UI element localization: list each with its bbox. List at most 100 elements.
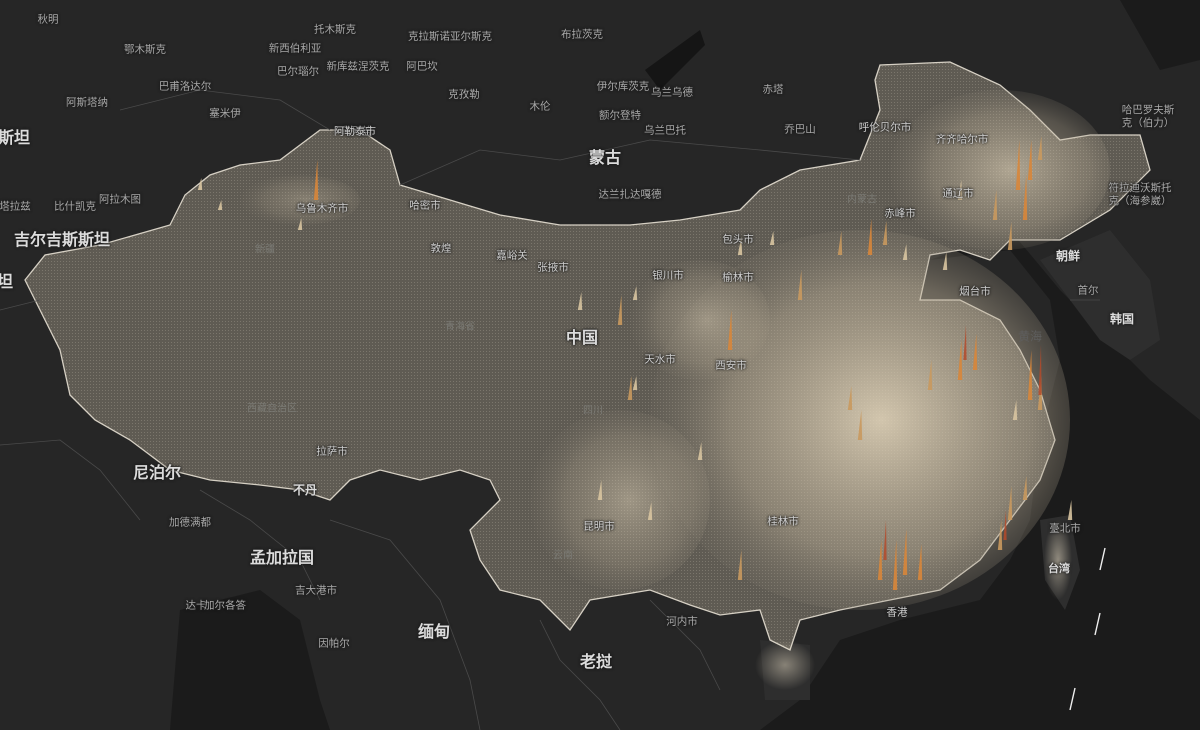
label-tyumen: 秋明 (37, 13, 59, 26)
label-taipei: 臺北市 (1049, 522, 1081, 535)
label-astana: 阿斯塔纳 (66, 96, 108, 109)
population-spike (297, 218, 303, 230)
population-spike (1015, 140, 1021, 190)
label-semey: 塞米伊 (209, 107, 241, 120)
label-bishkek: 比什凯克 (54, 200, 96, 213)
population-spike (1007, 486, 1013, 520)
label-kyzyl: 克孜勒 (448, 88, 480, 101)
population-spike (632, 286, 638, 300)
label-vladivostok: 符拉迪沃斯托 克（海参崴） (1108, 182, 1172, 207)
admin-borders (0, 89, 1100, 730)
label-tomsk: 托木斯克 (314, 23, 356, 36)
label-chita: 赤塔 (762, 83, 784, 96)
label-seoul: 首尔 (1077, 284, 1099, 297)
population-spike (1094, 612, 1101, 636)
label-irkutsk: 伊尔库茨克 (596, 80, 650, 93)
label-almaty: 阿拉木图 (99, 193, 141, 206)
label-xinjiang: 新疆 (255, 244, 275, 256)
label-kyrgyzstan: 吉尔吉斯斯坦 (13, 230, 111, 249)
population-spike (1022, 174, 1028, 220)
label-sichuan: 四川 (583, 405, 603, 417)
population-spike (837, 231, 843, 255)
label-taiwan: 台湾 (1048, 562, 1070, 575)
label-inner-mongolia: 内蒙古 (847, 194, 877, 206)
population-spike (992, 190, 998, 220)
label-urumqi: 乌鲁木齐市 (295, 202, 349, 215)
population-spike (1012, 400, 1018, 420)
label-myanmar: 缅甸 (417, 622, 451, 641)
label-pavlodar: 巴甫洛达尔 (158, 80, 212, 93)
population-spike (902, 529, 908, 575)
population-spike (797, 270, 803, 300)
population-spike (597, 480, 603, 500)
label-barnaul: 巴尔瑙尔 (277, 65, 319, 78)
population-spike (1099, 547, 1106, 571)
label-yinchuan: 银川市 (652, 269, 684, 282)
population-spike (1037, 136, 1043, 160)
population-spike (727, 310, 733, 350)
label-baotou: 包头市 (722, 233, 754, 246)
label-hulunbuir: 呼伦贝尔市 (858, 121, 912, 134)
label-abakan: 阿巴坎 (406, 60, 438, 73)
label-kunming: 昆明市 (583, 520, 615, 533)
label-taraz: 塔拉兹 (0, 200, 31, 213)
label-yellow-sea: 黄海 (1017, 329, 1043, 344)
population-spike (927, 360, 933, 390)
label-krasnoyarsk: 克拉斯诺亚尔斯克 (408, 30, 492, 43)
label-ulan-ude: 乌兰乌德 (651, 86, 693, 99)
population-spike (957, 180, 963, 200)
label-chifeng: 赤峰市 (884, 207, 916, 220)
label-hanoi: 河内市 (666, 615, 698, 628)
population-spike (1027, 140, 1033, 180)
label-novosibirsk: 新西伯利亚 (268, 42, 322, 55)
population-spike (847, 386, 853, 410)
population-spike (697, 442, 703, 460)
population-spike (217, 200, 223, 210)
label-bratsk: 布拉茨克 (561, 28, 603, 41)
label-kathmandu: 加德满都 (169, 516, 211, 529)
label-erdenet: 额尔登特 (599, 109, 641, 122)
label-dalanzadgad: 达兰扎达嘎德 (598, 188, 662, 201)
population-spike (1067, 500, 1073, 520)
label-hami: 哈密市 (409, 199, 441, 212)
population-spike (963, 325, 967, 360)
population-spike (892, 540, 898, 590)
population-spike (313, 160, 319, 200)
population-spike (737, 550, 743, 580)
label-bangladesh: 孟加拉国 (249, 548, 315, 567)
population-spike (632, 376, 638, 390)
label-tajik-partial: 坦 (0, 272, 14, 291)
label-yulin: 榆林市 (722, 271, 754, 284)
population-spike (917, 544, 923, 580)
label-xian: 西安市 (715, 359, 747, 372)
population-spike (883, 520, 887, 560)
population-spike (197, 178, 203, 190)
label-omsk: 鄂木斯克 (124, 43, 166, 56)
population-spike (647, 502, 653, 520)
population-spike (957, 340, 963, 380)
label-kolkata: 加尔各答 (204, 599, 246, 612)
label-imphal: 因帕尔 (318, 637, 350, 650)
label-nepal: 尼泊尔 (132, 463, 182, 482)
population-spike (1022, 476, 1028, 500)
population-spike (1038, 345, 1042, 395)
population-spikes (197, 136, 1106, 711)
label-lhasa: 拉萨市 (316, 445, 348, 458)
label-khabarovsk: 哈巴罗夫斯 克（伯力） (1121, 104, 1175, 129)
label-jiayuguan: 嘉峪关 (496, 249, 528, 262)
population-spike (942, 252, 948, 270)
population-spike (972, 334, 978, 370)
label-novokuznetsk: 新库兹涅茨克 (326, 60, 390, 73)
label-south-korea: 韩国 (1109, 312, 1135, 326)
label-moron: 木伦 (529, 100, 551, 113)
label-yantai: 烟台市 (959, 285, 991, 298)
label-dunhuang: 敦煌 (430, 242, 452, 255)
label-yunnan: 云南 (553, 550, 573, 562)
population-spike (882, 221, 888, 245)
label-choibalsan: 乔巴山 (784, 123, 816, 136)
population-spike (617, 295, 623, 325)
population-spike (867, 219, 873, 255)
population-spike (857, 410, 863, 440)
